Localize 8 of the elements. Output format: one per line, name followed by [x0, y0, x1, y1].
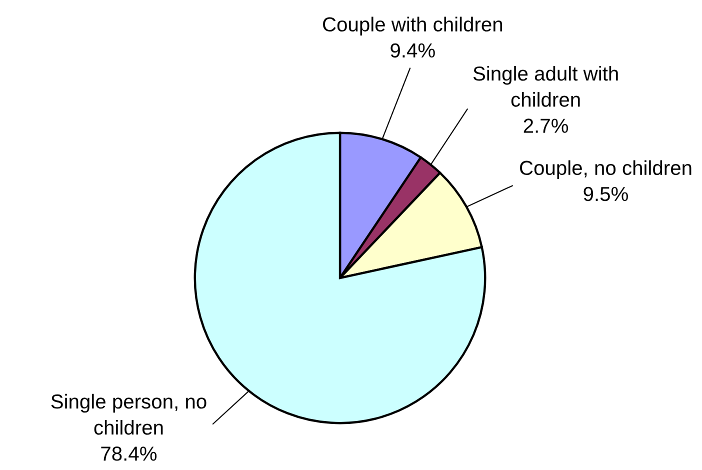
- data-label: 2.7%: [524, 118, 568, 133]
- data-label: 9.5%: [584, 186, 628, 202]
- slice-label: Couple with children: [323, 16, 502, 36]
- slice-label: Single adult with children: [473, 66, 618, 107]
- data-label: 9.4%: [390, 43, 435, 58]
- slice-label: Couple, no children: [520, 160, 692, 180]
- data-label: 78.4%: [101, 446, 157, 461]
- slice-label: Single person, no children: [51, 394, 206, 435]
